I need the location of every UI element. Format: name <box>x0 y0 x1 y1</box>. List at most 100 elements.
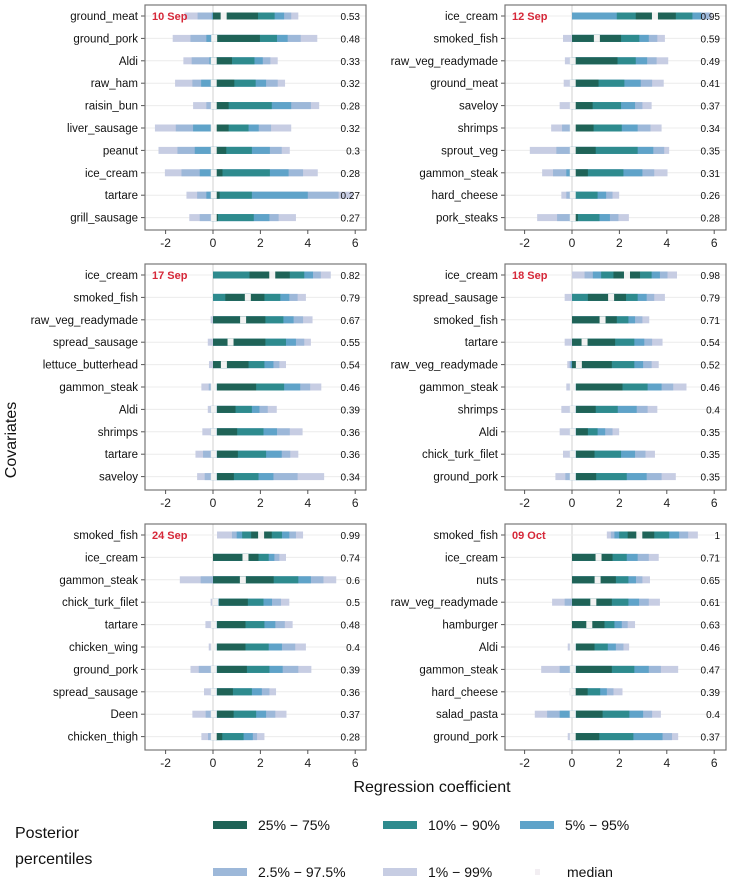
interval-bar-10-90- <box>575 733 634 741</box>
median-marker <box>210 102 217 110</box>
median-marker <box>569 169 576 177</box>
median-marker <box>212 598 219 606</box>
x-tick-label: 2 <box>257 496 264 510</box>
covariate-label: spread_sausage <box>53 687 138 699</box>
covariate-label: Aldi <box>119 404 138 416</box>
interval-bar-25-75- <box>217 428 238 436</box>
covariate-label: pork_steaks <box>436 213 498 225</box>
probability-label: 0.67 <box>341 316 361 327</box>
covariate-label: Aldi <box>479 427 498 439</box>
covariate-label: tartare <box>105 190 138 202</box>
covariate-label: ground_pork <box>433 732 498 744</box>
probability-label: 0.33 <box>341 57 361 68</box>
median-marker <box>210 57 217 65</box>
probability-label: 0.3 <box>346 146 360 157</box>
probability-label: 0.35 <box>701 146 721 157</box>
x-axis-title: Regression coefficient <box>353 779 511 796</box>
median-marker <box>569 383 576 391</box>
probability-label: 0.95 <box>701 12 721 23</box>
covariate-label: raw_veg_readymade <box>31 315 138 327</box>
covariate-label: smoked_fish <box>433 315 498 327</box>
probability-label: 0.32 <box>341 79 361 90</box>
x-tick-label: 0 <box>210 236 217 250</box>
median-marker <box>210 733 217 741</box>
median-marker <box>636 531 643 539</box>
covariate-label: ice_cream <box>445 552 498 564</box>
median-marker <box>569 191 576 199</box>
covariate-label: smoked_fish <box>73 530 138 542</box>
probability-label: 0.28 <box>341 733 361 744</box>
covariate-label: salad_pasta <box>436 709 499 721</box>
probability-label: 0.27 <box>341 191 361 202</box>
median-marker <box>599 316 606 324</box>
interval-bar-25-75- <box>576 383 623 391</box>
covariate-label: shrimps <box>458 123 499 135</box>
legend-label: 2.5% − 97.5% <box>258 864 346 880</box>
median-marker <box>608 293 615 301</box>
interval-bar-25-75- <box>576 428 588 436</box>
covariate-label: gammon_steak <box>419 168 498 180</box>
x-tick-label: 6 <box>352 756 359 770</box>
median-marker <box>651 12 658 20</box>
median-marker <box>244 293 251 301</box>
legend-median-swatch <box>535 869 540 875</box>
probability-label: 0.26 <box>701 191 721 202</box>
panel-date-label: 10 Sep <box>152 11 188 23</box>
median-marker <box>220 12 227 20</box>
probability-label: 0.31 <box>701 169 721 180</box>
x-tick-label: -2 <box>519 236 530 250</box>
legend-swatch <box>213 868 247 876</box>
covariate-label: tartare <box>465 337 498 349</box>
covariate-label: chick_turk_filet <box>62 597 139 609</box>
covariate-label: tartare <box>105 449 138 461</box>
interval-bar-10-90- <box>210 146 252 154</box>
probability-label: 0.71 <box>701 553 721 564</box>
covariate-label: Aldi <box>119 56 138 68</box>
legend-label: median <box>567 864 613 880</box>
interval-bar-25-75- <box>217 665 247 673</box>
interval-bar-10-90- <box>576 450 622 458</box>
probability-label: 0.65 <box>701 576 721 587</box>
interval-bar-25-75- <box>576 405 596 413</box>
median-marker <box>575 361 582 369</box>
probability-label: 0.35 <box>701 473 721 484</box>
probability-label: 0.34 <box>701 124 721 135</box>
x-tick-label: 6 <box>711 236 718 250</box>
median-marker <box>569 146 576 154</box>
interval-bar-25-75- <box>217 473 234 481</box>
probability-label: 0.36 <box>341 450 361 461</box>
probability-label: 0.28 <box>341 169 361 180</box>
median-marker <box>569 57 576 65</box>
interval-bar-10-90- <box>210 57 255 65</box>
interval-bar-25-75- <box>572 338 616 346</box>
median-marker <box>569 643 576 651</box>
probability-label: 0.82 <box>341 271 361 282</box>
median-marker <box>220 361 227 369</box>
panel-date-label: 17 Sep <box>152 270 188 282</box>
interval-bar-25-75- <box>217 621 246 629</box>
interval-bar-25-75- <box>213 553 259 561</box>
covariate-label: raisin_bun <box>85 101 138 113</box>
covariate-label: sprout_veg <box>441 145 498 157</box>
interval-bar-25-75- <box>575 733 600 741</box>
interval-bar-25-75- <box>217 643 246 651</box>
median-marker <box>623 271 630 279</box>
x-tick-label: 4 <box>663 236 670 250</box>
interval-bar-25-75- <box>575 102 593 110</box>
probability-label: 0.34 <box>341 473 361 484</box>
covariate-label: ice_cream <box>445 270 498 282</box>
median-marker <box>569 79 576 87</box>
covariate-label: ice_cream <box>85 552 138 564</box>
covariate-label: raw_veg_readymade <box>391 597 498 609</box>
x-tick-label: 4 <box>304 756 311 770</box>
interval-bar-25-75- <box>576 665 612 673</box>
median-marker <box>210 146 217 154</box>
x-tick-label: 0 <box>210 496 217 510</box>
median-marker <box>210 79 217 87</box>
interval-bar-10-90- <box>217 688 252 696</box>
probability-label: 0.41 <box>701 79 721 90</box>
interval-bar-10-90- <box>210 191 252 199</box>
x-tick-label: 4 <box>304 236 311 250</box>
interval-bar-25-75- <box>213 12 259 20</box>
interval-bar-25-75- <box>216 79 235 87</box>
